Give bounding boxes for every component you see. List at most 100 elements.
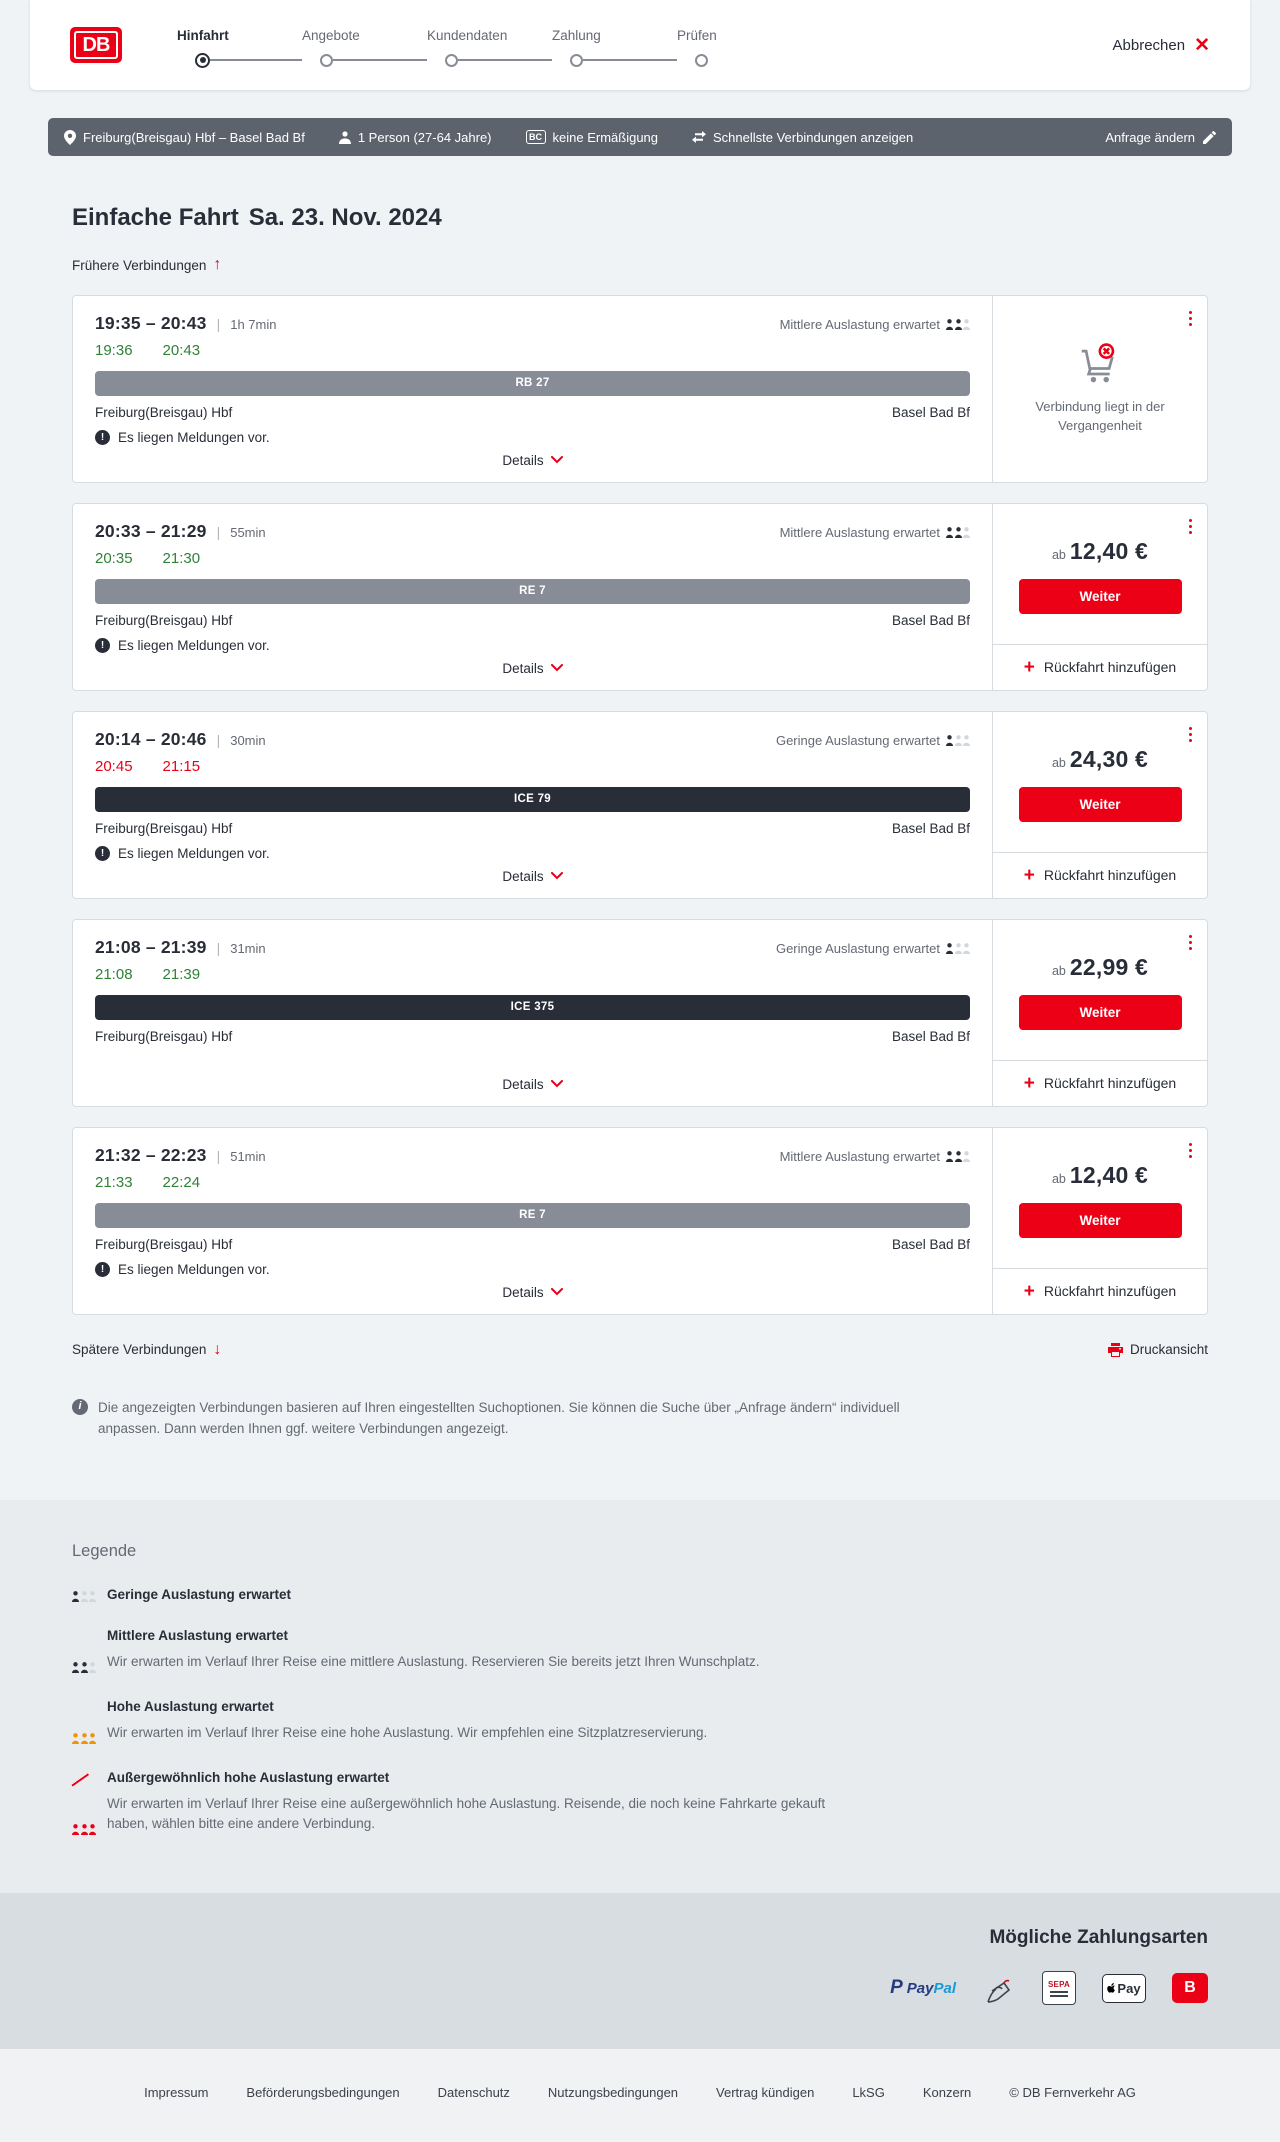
message-row[interactable]: ! Es liegen Meldungen vor. [95,845,970,861]
details-toggle[interactable]: Details [502,861,563,886]
more-options-button[interactable] [1186,516,1196,538]
connection-main: 21:32 – 22:23 | 51min Mittlere Auslastun… [95,1144,970,1302]
message-row[interactable]: ! Es liegen Meldungen vor. [95,637,970,653]
price: ab 24,30 € [1051,745,1149,772]
footer-link[interactable]: LkSG [852,2085,885,2101]
occupancy-indicator: Mittlere Auslastung erwartet [780,1149,970,1164]
step-angebote[interactable]: Angebote [302,28,427,68]
legend-item-medium: Mittlere Auslastung erwartet Wir erwarte… [72,1628,1208,1673]
legend-item-low: Geringe Auslastung erwartet [72,1587,1208,1602]
realtime-times: 21:33 22:24 [95,1174,970,1191]
step-kundendaten[interactable]: Kundendaten [427,28,552,68]
train-segment-bar[interactable]: RE 7 [95,578,970,604]
add-return-button[interactable]: + Rückfahrt hinzufügen [993,643,1207,690]
connection-card: 20:14 – 20:46 | 30min Geringe Auslastung… [72,710,1208,899]
train-segment-bar[interactable]: RE 7 [95,1202,970,1228]
train-segment-bar[interactable]: ICE 375 [95,994,970,1020]
connection-side-panel: ab 24,30 € Weiter + Rückfahrt hinzufügen [992,711,1207,898]
passenger-summary: 1 Person (27-64 Jahre) [338,130,492,145]
step-zahlung[interactable]: Zahlung [552,28,677,68]
footer-link[interactable]: Vertrag kündigen [716,2085,815,2101]
alert-icon: ! [95,429,110,445]
payment-title: Mögliche Zahlungsarten [989,1927,1208,1949]
continue-button[interactable]: Weiter [1018,578,1182,614]
page-title: Einfache Fahrt Sa. 23. Nov. 2024 [72,204,1208,232]
checkout-stepper: Hinfahrt Angebote Kundendaten Zahlung Prüfen [177,28,802,68]
occupancy-label: Mittlere Auslastung erwartet [779,1148,940,1164]
realtime-times: 20:35 21:30 [95,550,970,567]
paypal-icon: P PayPal [890,1977,956,1999]
more-options-button[interactable] [1186,1140,1196,1162]
legend-item-high: Hohe Auslastung erwartet Wir erwarten im… [72,1699,1208,1744]
earlier-connections-link[interactable]: Frühere Verbindungen ↑ [72,256,222,273]
continue-button[interactable]: Weiter [1018,786,1182,822]
discount-summary: BC keine Ermäßigung [525,130,658,145]
footer-link[interactable]: Datenschutz [437,2085,510,2101]
occupancy-low-icon [72,1589,96,1602]
alert-icon: ! [95,845,110,861]
journey-type: Einfache Fahrt [72,204,239,231]
add-return-button[interactable]: + Rückfahrt hinzufügen [993,851,1207,898]
more-options-button[interactable] [1186,308,1196,330]
add-return-button[interactable]: + Rückfahrt hinzufügen [993,1059,1207,1106]
price: ab 12,40 € [1051,537,1149,564]
print-view-link[interactable]: Druckansicht [1107,1342,1208,1357]
details-toggle[interactable]: Details [502,653,563,678]
realtime-arrival: 20:43 [162,341,201,359]
footer-link[interactable]: Nutzungsbedingungen [547,2085,679,2101]
search-summary-bar: Freiburg(Breisgau) Hbf – Basel Bad Bf 1 … [48,118,1232,156]
step-hinfahrt[interactable]: Hinfahrt [177,28,302,68]
journey-date: Sa. 23. Nov. 2024 [248,204,442,231]
realtime-times: 19:36 20:43 [95,342,970,359]
message-row[interactable]: ! Es liegen Meldungen vor. [95,1261,970,1277]
scheduled-times: 21:08 – 21:39 [95,936,207,957]
legend-title: Legende [72,1541,137,1560]
chevron-down-icon [550,664,563,672]
footer-link[interactable]: Impressum [144,2085,209,2101]
destination-station: Basel Bad Bf [891,1236,970,1252]
offer-panel: ab 22,99 € Weiter [993,920,1207,1060]
db-logo: DB [70,27,122,63]
step-prüfen[interactable]: Prüfen [677,28,802,68]
footer-link[interactable]: Konzern [922,2085,972,2101]
details-toggle[interactable]: Details [502,1277,563,1302]
origin-station: Freiburg(Breisgau) Hbf [95,612,233,628]
continue-button[interactable]: Weiter [1018,994,1182,1030]
duration: 1h 7min [230,316,277,332]
edit-search-button[interactable]: Anfrage ändern [1105,130,1216,145]
add-return-button[interactable]: + Rückfahrt hinzufügen [993,1267,1207,1314]
connection-main: 20:33 – 21:29 | 55min Mittlere Auslastun… [95,520,970,678]
connection-card: 19:35 – 20:43 | 1h 7min Mittlere Auslast… [72,294,1208,483]
copyright: © DB Fernverkehr AG [1009,2085,1136,2101]
cancel-button[interactable]: Abbrechen ✕ [1113,36,1210,55]
origin-station: Freiburg(Breisgau) Hbf [95,1236,233,1252]
legend-section: Legende Geringe Auslastung erwartet Mitt… [0,1499,1280,1894]
destination-station: Basel Bad Bf [891,404,970,420]
train-segment-bar[interactable]: ICE 79 [95,786,970,812]
details-toggle[interactable]: Details [502,1069,563,1094]
step-dot-icon [570,53,583,67]
continue-button[interactable]: Weiter [1018,1202,1182,1238]
offer-panel: ab 24,30 € Weiter [993,712,1207,852]
payment-section: Mögliche Zahlungsarten P PayPal SEPA Pay… [0,1893,1280,2050]
scheduled-times: 20:33 – 21:29 [95,520,207,541]
person-icon [338,130,351,144]
footer-links: Impressum Beförderungsbedingungen Datensch… [0,2085,1280,2100]
occupancy-indicator: Geringe Auslastung erwartet [776,941,970,956]
connection-side-panel: Verbindung liegt in der Vergangenheit [992,295,1207,482]
message-row[interactable]: ! Es liegen Meldungen vor. [95,429,970,445]
footer-link[interactable]: Beförderungsbedingungen [246,2085,400,2101]
more-options-button[interactable] [1186,724,1196,746]
price-value: 12,40 € [1069,1161,1149,1188]
later-connections-link[interactable]: Spätere Verbindungen ↓ [72,1340,222,1358]
connection-side-panel: ab 12,40 € Weiter + Rückfahrt hinzufügen [992,1127,1207,1314]
train-segment-bar[interactable]: RB 27 [95,370,970,396]
plus-icon: + [1023,1280,1035,1302]
occupancy-label: Geringe Auslastung erwartet [775,940,940,956]
sepa-icon: SEPA [1042,1971,1076,2006]
more-options-button[interactable] [1186,932,1196,954]
payment-methods: P PayPal SEPA Pay B [72,1971,1208,2006]
printer-icon [1107,1342,1123,1357]
details-toggle[interactable]: Details [502,445,563,470]
plus-icon: + [1023,656,1035,678]
